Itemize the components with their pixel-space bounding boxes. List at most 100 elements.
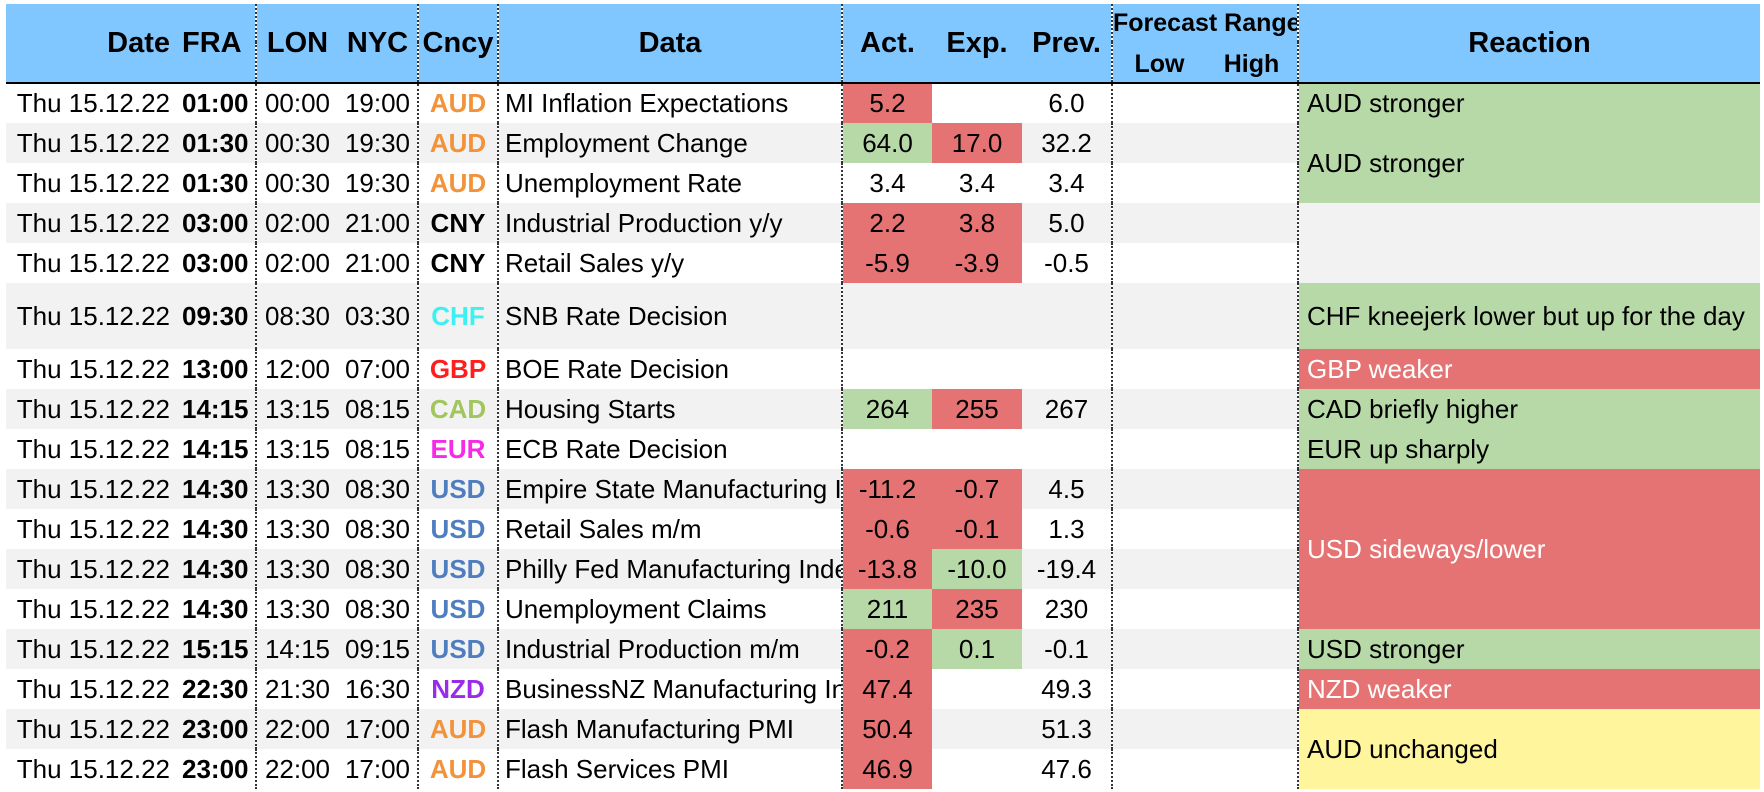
header-low: Low (1112, 42, 1206, 83)
cell-lon: 00:30 (256, 123, 338, 163)
cell-expected (932, 82, 1022, 123)
cell-previous: 49.3 (1022, 669, 1113, 709)
cell-high (1206, 509, 1299, 549)
cell-data: Flash Services PMI (498, 749, 843, 789)
header-reaction: Reaction (1298, 4, 1760, 83)
header-high: High (1206, 42, 1299, 83)
cell-fra: 01:00 (178, 82, 257, 123)
cell-lon: 12:00 (264, 353, 331, 384)
cell-lon: 13:30 (264, 593, 331, 624)
cell-reaction: AUD stronger (1298, 123, 1760, 203)
cell-expected: 235 (932, 589, 1022, 629)
cell-expected: 17.0 (932, 123, 1022, 163)
cell-date: Thu 15.12.22 (6, 549, 178, 589)
cell-high (1206, 709, 1299, 749)
cell-date: Thu 15.12.22 (16, 433, 170, 464)
table-row: Thu 15.12.22 23:00 22:00 17:00 AUD Flash… (6, 709, 1760, 789)
table-row: Thu 15.12.22 14:15 13:15 08:15 EUR ECB R… (6, 429, 1760, 469)
cell-high (1206, 589, 1299, 629)
cell-date: Thu 15.12.22 (16, 753, 170, 784)
cell-date: Thu 15.12.22 (16, 353, 170, 384)
cell-actual: 2.2 (842, 203, 932, 243)
cell-data: Unemployment Claims (498, 589, 843, 629)
cell-data: ECB Rate Decision (498, 429, 843, 469)
cell-actual: 64.0 (842, 123, 932, 163)
cell-nyc: 17:00 (338, 709, 419, 749)
cell-previous: 230 (1022, 589, 1113, 629)
cell-low (1112, 589, 1206, 629)
cell-fra: 09:30 (178, 283, 257, 349)
cell-reaction: USD sideways/lower (1298, 469, 1760, 629)
cell-fra: 14:15 (178, 429, 257, 469)
header-lon: LON (256, 4, 338, 83)
header-date: Date (6, 4, 178, 83)
cell-actual: 5.2 (842, 82, 932, 123)
header-nyc: NYC (338, 4, 419, 83)
cell-currency: NZD (418, 669, 499, 709)
cell-lon: 08:30 (256, 283, 338, 349)
header-previous: Prev. (1022, 4, 1113, 83)
cell-currency: AUD (418, 123, 499, 163)
cell-nyc: 16:30 (338, 669, 419, 709)
cell-lon: 13:15 (256, 389, 338, 429)
cell-nyc: 08:15 (338, 429, 419, 469)
cell-lon: 02:00 (264, 247, 331, 278)
table-row: Thu 15.12.22 03:00 02:00 21:00 CNY Retai… (6, 243, 1760, 283)
cell-currency: CNY (418, 243, 499, 283)
cell-expected: 0.1 (932, 629, 1022, 669)
cell-previous: 47.6 (1022, 749, 1113, 789)
cell-fra: 23:00 (178, 709, 257, 749)
cell-currency: USD (418, 629, 499, 669)
cell-data: BusinessNZ Manufacturing Inde (498, 669, 843, 709)
cell-high (1206, 669, 1299, 709)
cell-lon: 13:30 (256, 549, 338, 589)
cell-currency: USD (418, 589, 499, 629)
cell-high (1206, 123, 1299, 163)
cell-nyc: 19:30 (338, 123, 419, 163)
table-row: Thu 15.12.22 01:30 00:30 19:30 AUD Emplo… (6, 123, 1760, 203)
cell-date: Thu 15.12.22 (6, 283, 178, 349)
cell-actual: -0.6 (842, 509, 932, 549)
table-row: Thu 15.12.22 03:00 02:00 21:00 CNY Indus… (6, 203, 1760, 283)
cell-high (1206, 283, 1299, 349)
cell-currency: AUD (418, 709, 499, 749)
cell-data: BOE Rate Decision (498, 349, 843, 389)
cell-nyc: 17:00 (338, 749, 419, 789)
cell-lon: 13:15 (264, 433, 331, 464)
cell-expected: -3.9 (932, 243, 1022, 283)
cell-currency: USD (418, 509, 499, 549)
cell-reaction (1298, 203, 1760, 283)
cell-actual (842, 429, 932, 469)
cell-currency: CAD (418, 389, 499, 429)
cell-expected (932, 669, 1022, 709)
cell-actual: 264 (842, 389, 932, 429)
header-fra: FRA (178, 4, 257, 83)
cell-previous: 51.3 (1022, 709, 1113, 749)
cell-fra: 13:00 (178, 349, 257, 389)
cell-low (1112, 349, 1206, 389)
cell-data: Retail Sales y/y (498, 243, 843, 283)
cell-nyc: 09:15 (338, 629, 419, 669)
table-row: Thu 15.12.22 14:30 13:30 08:30 USD Retai… (6, 509, 1760, 549)
cell-fra: 03:00 (178, 203, 257, 243)
cell-fra: 14:30 (178, 549, 257, 589)
cell-reaction: AUD stronger (1298, 82, 1760, 123)
cell-fra: 14:15 (178, 389, 257, 429)
cell-fra: 01:30 (178, 123, 257, 163)
cell-expected: -10.0 (932, 549, 1022, 589)
header-data: Data (498, 4, 843, 83)
cell-nyc: 21:00 (338, 203, 419, 243)
table-row: Thu 15.12.22 14:15 13:15 08:15 CAD Housi… (6, 389, 1760, 429)
cell-low (1112, 629, 1206, 669)
cell-data: Industrial Production m/m (498, 629, 843, 669)
cell-fra: 14:30 (178, 509, 257, 549)
cell-reaction: GBP weaker (1298, 349, 1760, 389)
cell-expected (932, 349, 1022, 389)
cell-previous (1022, 429, 1113, 469)
cell-previous: -19.4 (1022, 549, 1113, 589)
cell-low (1112, 469, 1206, 509)
cell-lon: 22:00 (256, 709, 338, 749)
cell-data: Retail Sales m/m (498, 509, 843, 549)
cell-high (1206, 163, 1299, 203)
cell-previous (1022, 283, 1113, 349)
